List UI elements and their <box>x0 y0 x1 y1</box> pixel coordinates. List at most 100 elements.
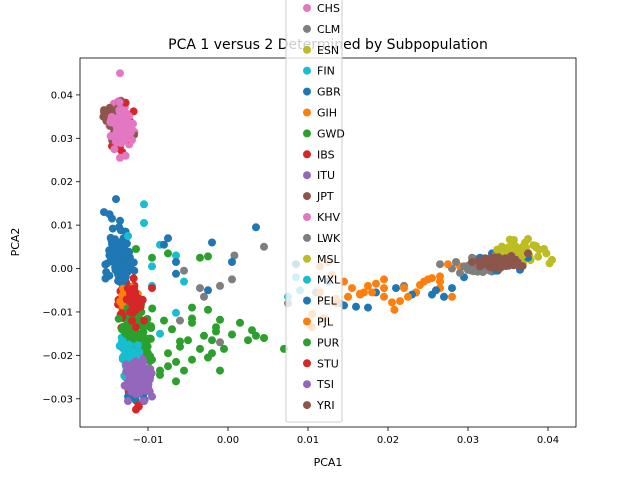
legend-label: GBR <box>317 86 341 99</box>
legend-marker <box>303 401 311 410</box>
legend-label: GWD <box>317 127 345 140</box>
data-point <box>132 323 140 332</box>
data-point <box>121 151 130 160</box>
data-point <box>390 305 399 314</box>
data-point <box>188 355 196 364</box>
legend-marker <box>303 296 311 305</box>
data-point <box>460 262 468 271</box>
data-point <box>188 303 196 312</box>
data-point <box>432 286 440 295</box>
data-point <box>344 292 352 301</box>
legend-marker <box>303 380 311 389</box>
data-point <box>505 235 514 244</box>
data-point <box>112 254 121 262</box>
data-point <box>146 364 155 373</box>
legend-label: KHV <box>317 211 340 224</box>
legend-label: LWK <box>317 232 341 245</box>
data-point <box>172 357 180 366</box>
y-tick-label: 0.02 <box>51 177 73 188</box>
x-tick-label: 0.02 <box>377 435 399 446</box>
data-point <box>196 253 204 262</box>
data-point <box>452 258 460 266</box>
data-point <box>148 355 156 364</box>
data-point <box>106 132 115 141</box>
data-point <box>368 288 376 297</box>
series-pel <box>109 245 500 401</box>
data-point <box>164 362 172 371</box>
data-point <box>506 260 515 269</box>
legend-marker <box>303 317 311 326</box>
data-point <box>127 386 136 395</box>
data-point <box>125 247 134 256</box>
data-point <box>116 297 125 306</box>
data-point <box>196 284 204 293</box>
data-point <box>252 331 260 340</box>
data-point <box>228 258 236 266</box>
data-point <box>196 344 204 353</box>
data-point <box>140 397 148 405</box>
data-point <box>126 340 134 349</box>
data-point <box>400 284 408 293</box>
data-point <box>147 324 156 332</box>
data-point <box>200 331 208 340</box>
data-point <box>216 281 224 290</box>
series-stu <box>122 274 156 332</box>
data-point <box>248 326 256 335</box>
series-msl <box>493 235 554 268</box>
legend-marker <box>303 66 311 75</box>
data-point <box>180 266 188 275</box>
data-point <box>131 357 140 366</box>
data-point <box>111 263 120 272</box>
data-point <box>126 375 135 384</box>
data-point <box>524 249 532 258</box>
y-tick-label: 0.04 <box>51 90 73 101</box>
legend-label: CHS <box>317 2 340 15</box>
data-point <box>148 284 156 293</box>
data-point <box>115 98 124 107</box>
data-point <box>132 405 140 414</box>
legend-label: ITU <box>317 169 335 182</box>
data-point <box>516 262 524 271</box>
legend-marker <box>303 108 311 117</box>
data-point <box>148 304 157 313</box>
data-point <box>216 338 224 347</box>
data-point <box>220 344 228 353</box>
data-point <box>164 349 172 358</box>
data-point <box>119 122 128 131</box>
data-point <box>156 329 164 338</box>
legend-marker <box>303 338 311 347</box>
y-tick-label: −0.01 <box>42 307 73 318</box>
data-point <box>216 366 224 375</box>
data-point <box>380 292 388 301</box>
legend-label: ESN <box>317 44 339 57</box>
y-axis-label: PCA2 <box>9 228 22 257</box>
legend-label: MXL <box>317 274 341 287</box>
data-point <box>491 258 500 266</box>
data-point <box>130 266 139 275</box>
data-point <box>124 397 132 405</box>
data-point <box>101 260 110 269</box>
legend-label: STU <box>317 357 339 370</box>
data-point <box>133 341 142 349</box>
data-point <box>101 274 110 283</box>
series-pjl <box>116 274 444 323</box>
y-tick-label: −0.03 <box>42 394 73 405</box>
x-tick-label: 0.03 <box>457 435 479 446</box>
data-point <box>448 284 456 293</box>
data-point <box>123 264 132 273</box>
data-point <box>204 252 212 261</box>
data-point <box>380 284 388 293</box>
data-point <box>481 254 490 263</box>
data-point <box>542 249 551 258</box>
data-point <box>129 274 138 283</box>
data-point <box>168 325 176 334</box>
y-tick-label: 0.01 <box>51 221 73 232</box>
legend-label: MSL <box>317 253 340 266</box>
x-tick-label: 0.04 <box>537 435 559 446</box>
data-point <box>108 224 117 233</box>
data-point <box>109 247 118 256</box>
series-yri <box>468 249 532 272</box>
legend-marker <box>303 192 311 201</box>
data-point <box>116 216 124 225</box>
